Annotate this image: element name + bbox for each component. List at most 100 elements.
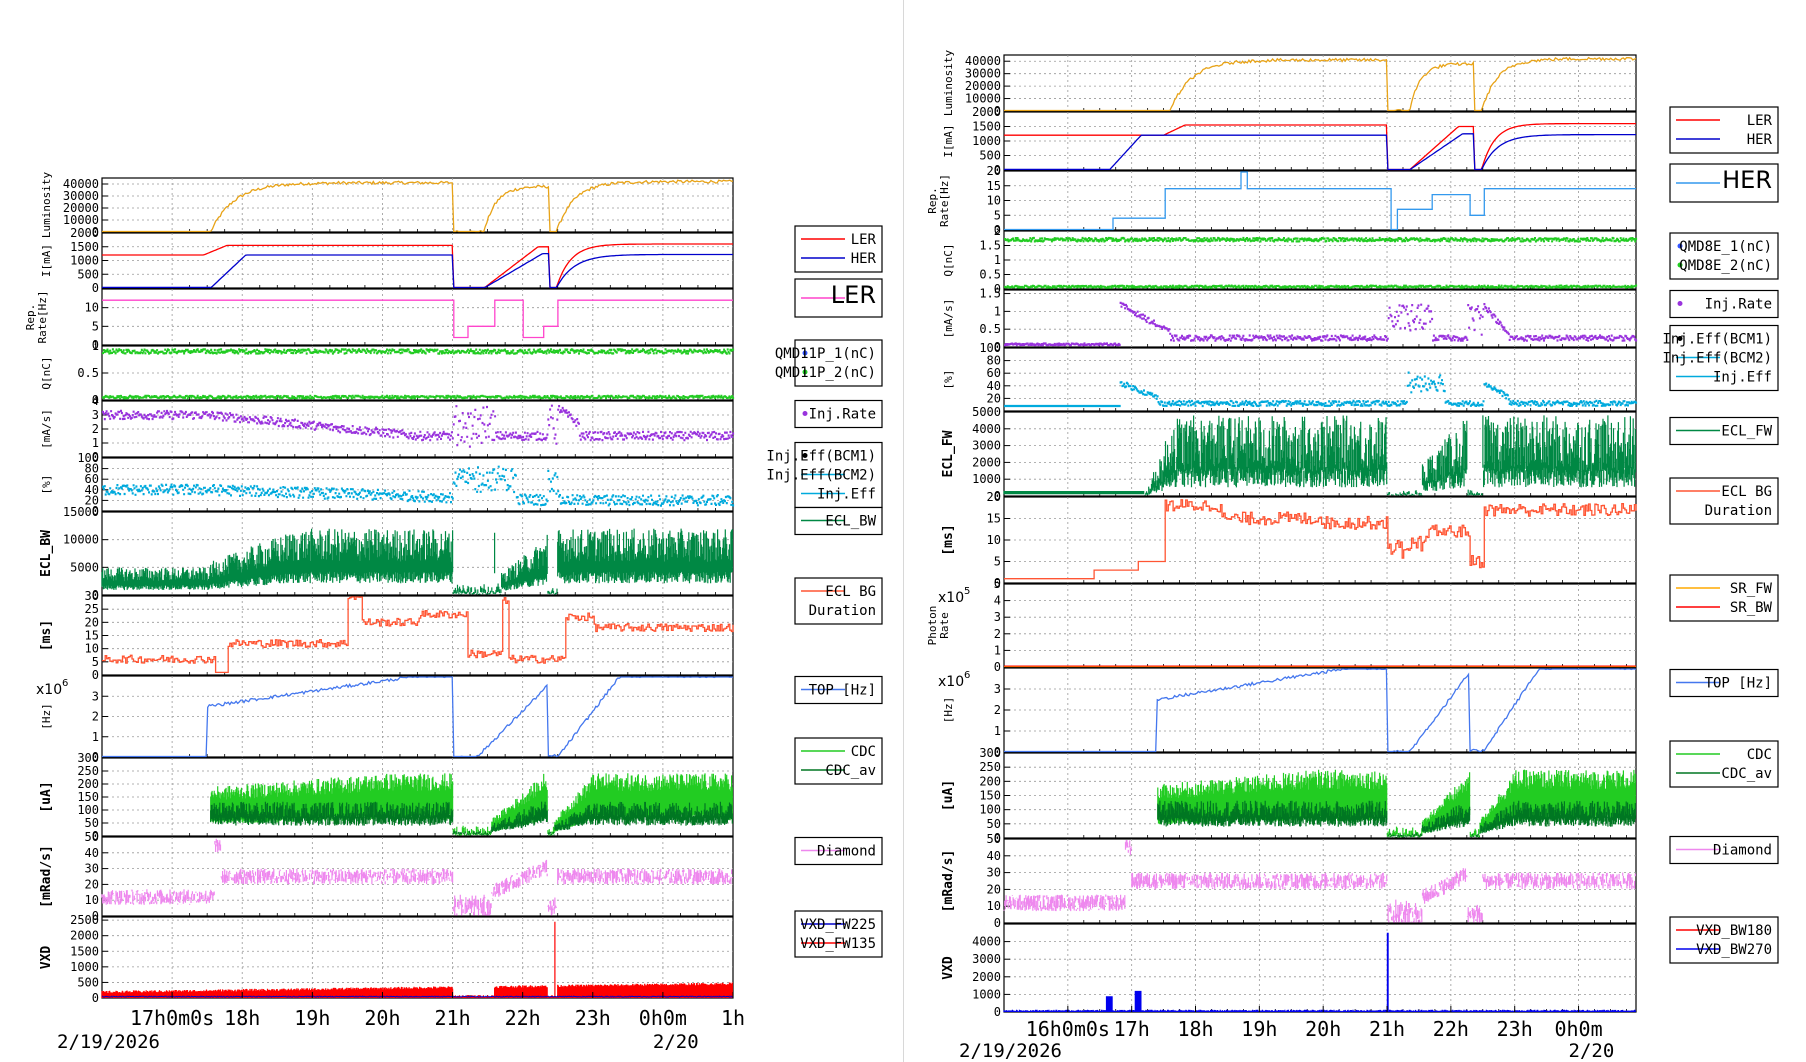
y-tick-label: 3 [92, 689, 99, 703]
y-tick-label: 100 [77, 803, 99, 817]
legend-box: Diamond [794, 836, 883, 866]
legend-frame [1669, 106, 1779, 154]
legend-marker [802, 369, 808, 375]
legend-box: ECL BG Duration [794, 577, 883, 625]
legend-label: CDC [1747, 747, 1772, 763]
y-tick-label: 5 [994, 555, 1001, 569]
y-tick-label: 3000 [972, 439, 1001, 453]
y-axis-label: [mA/s] [40, 409, 53, 449]
y-axis-label: VXD [941, 956, 956, 980]
y-axis-label: Rate[Hz] [938, 174, 951, 227]
x-tick-label: 18h [224, 1006, 260, 1030]
y-tick-label: 10000 [965, 92, 1001, 106]
y-tick-label: 0 [92, 225, 99, 239]
y-tick-label: 1 [994, 724, 1001, 738]
legend-box: Inj.Rate [1669, 289, 1779, 319]
y-tick-label: 10 [85, 893, 99, 907]
y-tick-label: 20 [85, 493, 99, 507]
y-tick-label: 1 [994, 643, 1001, 657]
y-tick-label: 30 [85, 862, 99, 876]
y-tick-label: 10 [85, 301, 99, 315]
y-tick-label: 40000 [63, 177, 99, 191]
series-charge [102, 348, 735, 355]
left-panel: 010000200003000040000Luminosity050010001… [24, 172, 883, 1053]
legend-box: QMD11P_1(nC) QMD11P_2(nC) [775, 339, 883, 387]
y-tick-label: 20000 [965, 79, 1001, 93]
subplot-frame [1003, 923, 1637, 1013]
scale-label: x10 [938, 590, 964, 606]
x-tick-label: 18h [1177, 1017, 1213, 1041]
x-tick-label: 21h [434, 1006, 470, 1030]
date-label-2: 2/20 [653, 1031, 699, 1053]
x-tick-label: 1h [721, 1006, 745, 1030]
right-subplot-4: 00.511.52Q[nC] [942, 224, 1638, 296]
y-tick-label: 20 [85, 615, 99, 629]
legend-box: VXD_BW180 VXD_BW270 [1669, 916, 1779, 964]
y-tick-label: 0.5 [77, 366, 99, 380]
y-tick-label: 40 [987, 849, 1001, 863]
y-axis-label: ECL_FW [941, 430, 956, 477]
y-tick-label: 10000 [63, 533, 99, 547]
series-charge-2 [102, 394, 735, 400]
series-cdcav [210, 801, 733, 836]
legend-frame [794, 399, 883, 429]
y-tick-label: 1.5 [979, 239, 1001, 253]
y-tick-label: 1 [994, 304, 1001, 318]
y-tick-label: 15 [987, 179, 1001, 193]
y-tick-label: 2000 [972, 105, 1001, 119]
x-tick-label: 17h0m0s [130, 1006, 214, 1030]
y-tick-label: 10 [987, 533, 1001, 547]
legend-frame [1669, 477, 1779, 525]
legend-frame [794, 577, 883, 625]
y-tick-label: 1000 [70, 254, 99, 268]
series-vxd [1003, 932, 1636, 1012]
y-tick-label: 0 [92, 281, 99, 295]
legend-label: QMD8E_2(nC) [1679, 258, 1772, 274]
legend-label: LER [831, 281, 876, 309]
x-tick-label: 16h0m0s [1026, 1017, 1110, 1041]
y-tick-label: 30000 [63, 189, 99, 203]
y-tick-label: 0 [92, 668, 99, 682]
series-cdcav [1157, 800, 1636, 838]
legend-label: HER [1747, 132, 1773, 148]
legend-frame [1669, 740, 1779, 788]
legend-marker [802, 411, 808, 416]
legend-label: Inj.Rate [809, 407, 876, 423]
y-tick-label: 3 [994, 610, 1001, 624]
legend-label: Inj.Eff [1713, 370, 1772, 386]
y-axis-label: Luminosity [942, 50, 955, 117]
legend-box: CDC CDC_av [1669, 740, 1779, 788]
legend-label: Duration [809, 603, 876, 619]
x-tick-label: 17h [1114, 1017, 1150, 1041]
legend-marker [802, 453, 808, 458]
legend-box: QMD8E_1(nC) QMD8E_2(nC) [1669, 232, 1779, 280]
legend-label: Inj.Eff(BCM1) [766, 449, 876, 465]
y-axis-label: [uA] [39, 781, 54, 812]
x-tick-label: 0h0m [1554, 1017, 1602, 1041]
series-top [1004, 668, 1637, 753]
y-tick-label: 20 [987, 164, 1001, 178]
y-tick-label: 0 [92, 338, 99, 352]
y-tick-label: 50 [85, 816, 99, 830]
x-tick-label: 21h [1369, 1017, 1405, 1041]
y-tick-label: 1 [92, 339, 99, 353]
y-tick-label: 30 [85, 589, 99, 603]
legend-frame [1669, 232, 1779, 280]
y-tick-label: 20 [85, 877, 99, 891]
legend-marker [1677, 262, 1683, 268]
subplot-frame [1003, 54, 1637, 112]
y-tick-label: 0 [994, 576, 1001, 590]
y-axis-label: [ms] [39, 620, 54, 651]
y-tick-label: 0 [994, 745, 1001, 759]
series-injrate [102, 404, 735, 448]
y-tick-label: 0 [994, 660, 1001, 674]
legend-label: Inj.Eff(BCM2) [766, 468, 876, 484]
y-tick-label: 1 [994, 253, 1001, 267]
x-tick-label: 22h [1433, 1017, 1469, 1041]
y-tick-label: 30 [987, 866, 1001, 880]
